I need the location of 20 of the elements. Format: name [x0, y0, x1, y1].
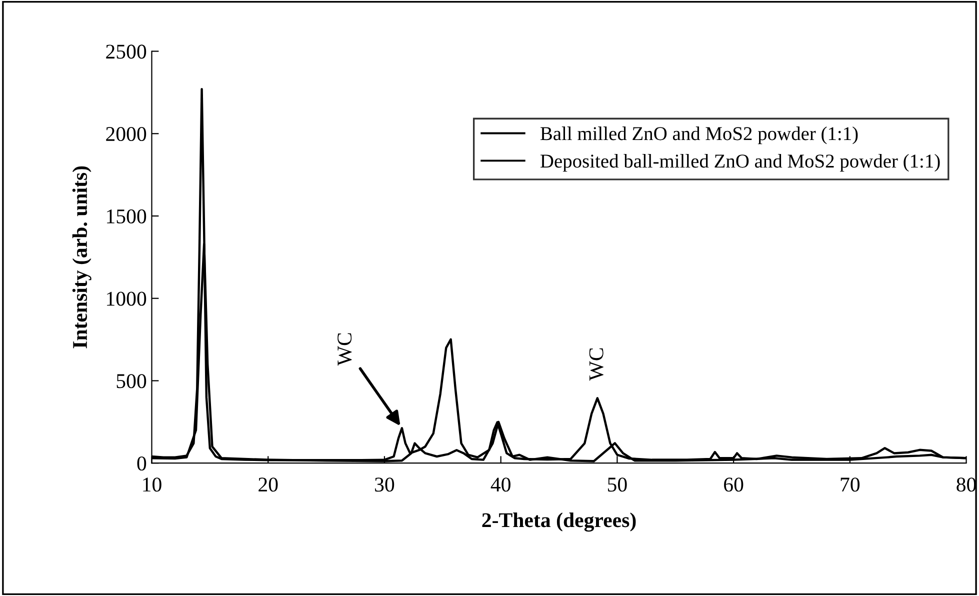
- legend-label: Deposited ball-milled ZnO and MoS2 powder (1:1): [540, 154, 940, 172]
- x-tick-label: 70: [840, 478, 860, 492]
- y-tick-label: 0: [137, 456, 146, 471]
- y-tick-label: 2500: [106, 44, 146, 59]
- annotation: WC: [338, 333, 352, 366]
- y-tick-label: 1000: [107, 292, 146, 306]
- annotation: WC: [589, 348, 604, 381]
- x-tick-label: 20: [258, 478, 278, 492]
- x-tick-label: 60: [724, 478, 744, 492]
- x-tick-label: 50: [608, 478, 627, 492]
- y-tick-label: 500: [116, 374, 146, 388]
- x-tick-label: 40: [490, 478, 510, 492]
- legend-label: Ball milled ZnO and MoS2 powder (1:1): [540, 126, 858, 144]
- x-axis-title: 2-Theta (degrees): [482, 512, 636, 532]
- y-tick-label: 1500: [107, 209, 146, 224]
- y-tick-label: 2000: [106, 126, 146, 142]
- x-tick-label: 30: [375, 478, 394, 492]
- x-tick-label: 10: [143, 478, 162, 492]
- y-axis-title: Intensity (arb. units): [72, 166, 92, 348]
- x-tick-label: 80: [956, 478, 976, 492]
